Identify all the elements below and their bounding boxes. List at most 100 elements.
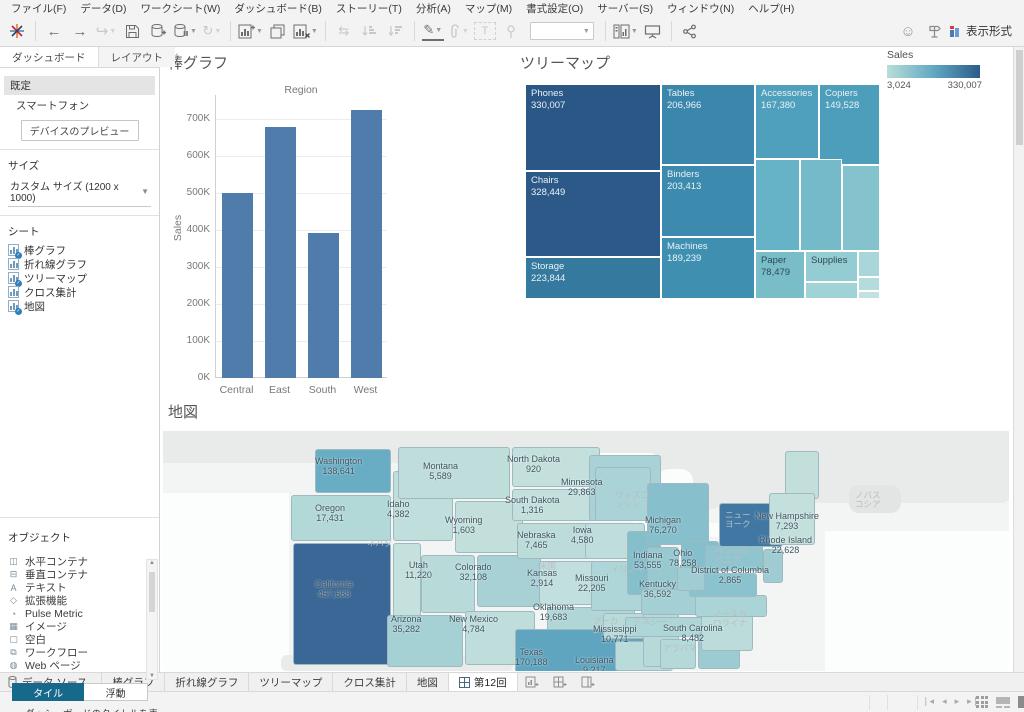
collapse-pane-icon[interactable]: ‹: [175, 50, 179, 61]
object-item-pulse-metric[interactable]: ◔ Pulse Metric: [0, 607, 145, 620]
highlight-pen-icon[interactable]: ✎ ▼: [421, 21, 444, 41]
treemap-tile-binders[interactable]: Binders 203,413: [661, 165, 755, 237]
new-worksheet-tab-button[interactable]: [518, 673, 546, 691]
object-item-horizontal-container[interactable]: ◫ 水平コンテナ: [0, 555, 145, 568]
tiled-mode-button[interactable]: タイル: [12, 683, 85, 701]
next-sheet-button[interactable]: ▸: [954, 696, 960, 706]
state-new-england[interactable]: [769, 493, 815, 545]
treemap-tile-chairs[interactable]: Chairs 328,449: [525, 171, 661, 257]
new-dashboard-tab-button[interactable]: [546, 673, 574, 691]
sidebar-sheet-2[interactable]: ✓ ツリーマップ: [0, 271, 159, 287]
menu-item-analysis[interactable]: 分析(A): [415, 2, 451, 15]
device-smartphone-row[interactable]: スマートフォン: [16, 100, 90, 112]
size-dropdown[interactable]: カスタム サイズ (1200 x 1000) ▼: [8, 177, 151, 207]
menu-item-worksheet[interactable]: ワークシート(W): [140, 2, 221, 15]
menu-item-data[interactable]: データ(D): [80, 2, 127, 15]
state-mid-atlantic[interactable]: [763, 549, 783, 583]
menu-item-help[interactable]: ヘルプ(H): [748, 2, 795, 15]
first-sheet-button[interactable]: ❘◂: [922, 696, 935, 706]
menu-item-file[interactable]: ファイル(F): [11, 2, 67, 15]
treemap-tile-paper[interactable]: Paper 78,479: [755, 251, 805, 299]
bar-central[interactable]: [222, 192, 253, 378]
legend-gradient[interactable]: [887, 65, 980, 78]
treemap-tile-appliances[interactable]: [800, 159, 842, 251]
show-dashboard-title-row[interactable]: ダッシュボードのタイトルを表示: [10, 706, 159, 712]
group-members-icon[interactable]: ▼: [448, 19, 470, 43]
new-story-tab-button[interactable]: [574, 673, 602, 691]
share-icon[interactable]: [679, 19, 701, 43]
floating-mode-button[interactable]: 浮動: [84, 683, 148, 701]
state-oregon[interactable]: [291, 495, 391, 541]
object-item-extension[interactable]: ◇ 拡張機能: [0, 594, 145, 607]
save-button[interactable]: [121, 19, 143, 43]
bottom-tab-2[interactable]: ツリーマップ: [249, 673, 334, 691]
sidebar-sheet-0[interactable]: ✓ 棒グラフ: [0, 243, 159, 259]
state-washington[interactable]: [315, 449, 391, 493]
bottom-tab-4[interactable]: 地図: [407, 673, 449, 691]
treemap-tile-storage[interactable]: Storage 223,844: [525, 257, 661, 299]
state-colorado[interactable]: [477, 555, 541, 607]
filmstrip-view-icon[interactable]: [996, 696, 1010, 708]
menu-item-window[interactable]: ウィンドウ(N): [667, 2, 735, 15]
state-california[interactable]: [293, 543, 391, 665]
state-arizona[interactable]: [387, 615, 463, 667]
object-item-image[interactable]: ▦ イメージ: [0, 620, 145, 633]
treemap-tile-fasteners[interactable]: [858, 291, 880, 299]
object-item-vertical-container[interactable]: ⊟ 垂直コンテナ: [0, 568, 145, 581]
object-item-workflow[interactable]: ⧉ ワークフロー: [0, 646, 145, 659]
bottom-tab-3[interactable]: クロス集計: [333, 673, 407, 691]
new-data-source-icon[interactable]: [147, 19, 169, 43]
object-item-text[interactable]: A テキスト: [0, 581, 145, 594]
treemap-tile-machines[interactable]: Machines 189,239: [661, 237, 755, 299]
previous-sheet-button[interactable]: ◂: [942, 696, 947, 706]
tableau-logo-icon[interactable]: [6, 19, 28, 43]
state-west-virginia[interactable]: [677, 567, 705, 591]
presentation-mode-icon[interactable]: [642, 19, 664, 43]
objects-scrollbar[interactable]: ▲ ▼: [146, 559, 158, 680]
menu-item-map[interactable]: マップ(M): [464, 2, 513, 15]
object-item-blank[interactable]: ▢ 空白: [0, 633, 145, 646]
treemap-tile-tables[interactable]: Tables 206,966: [661, 84, 755, 165]
menu-item-story[interactable]: ストーリー(T): [335, 2, 402, 15]
state-montana[interactable]: [398, 447, 510, 499]
feedback-smiley-icon[interactable]: ☺: [900, 22, 916, 40]
menu-item-format[interactable]: 書式設定(O): [526, 2, 584, 15]
last-sheet-button[interactable]: ▸❘: [967, 696, 980, 706]
bar-west[interactable]: [351, 110, 382, 378]
sort-ascending-icon[interactable]: [359, 19, 381, 43]
state-michigan[interactable]: [647, 483, 709, 545]
sort-descending-icon[interactable]: [385, 19, 407, 43]
sidebar-sheet-4[interactable]: ✓ 地図: [0, 299, 159, 315]
treemap-tile-accessories[interactable]: Accessories 167,380: [755, 84, 819, 159]
sidebar-sheet-1[interactable]: 折れ線グラフ: [0, 257, 159, 271]
tab-dashboard-12[interactable]: 第12回: [448, 673, 518, 691]
new-worksheet-button[interactable]: ▼: [238, 19, 263, 43]
treemap-tile-bookcases[interactable]: [755, 159, 800, 251]
scrollbar-thumb[interactable]: [1016, 50, 1023, 145]
redo-button[interactable]: ↪ ▼: [95, 23, 117, 40]
dashboard-vertical-scrollbar[interactable]: [1013, 47, 1024, 672]
clear-sheet-button[interactable]: ▼: [293, 19, 318, 43]
treemap-tile-art[interactable]: [858, 251, 880, 277]
sidebar-sheet-3[interactable]: クロス集計: [0, 285, 159, 299]
state-north-dakota[interactable]: [512, 447, 600, 487]
bar-east[interactable]: [265, 127, 296, 378]
treemap-tile-envelopes[interactable]: [805, 282, 858, 299]
treemap-tile-labels[interactable]: [858, 277, 880, 291]
state-utah[interactable]: [421, 555, 475, 613]
object-item-web-page[interactable]: ◍ Web ページ: [0, 659, 145, 672]
bar-south[interactable]: [308, 232, 339, 378]
state-alabama[interactable]: [660, 639, 696, 669]
fit-selector[interactable]: ▼: [529, 22, 594, 40]
state-wisconsin[interactable]: [595, 467, 651, 521]
swap-axes-icon[interactable]: ⇆: [338, 23, 350, 38]
pause-updates-icon[interactable]: ▼: [173, 19, 197, 43]
forward-button[interactable]: →: [72, 22, 88, 40]
menu-item-dashboard[interactable]: ダッシュボード(B): [234, 2, 322, 15]
device-default-row[interactable]: 既定: [4, 76, 155, 95]
refresh-icon[interactable]: ↻ ▼: [202, 23, 222, 38]
tab-layout[interactable]: レイアウト: [97, 47, 175, 67]
show-me-button[interactable]: 表示形式: [949, 19, 1012, 43]
menu-item-server[interactable]: サーバー(S): [597, 2, 654, 15]
full-view-icon[interactable]: [1018, 696, 1024, 708]
